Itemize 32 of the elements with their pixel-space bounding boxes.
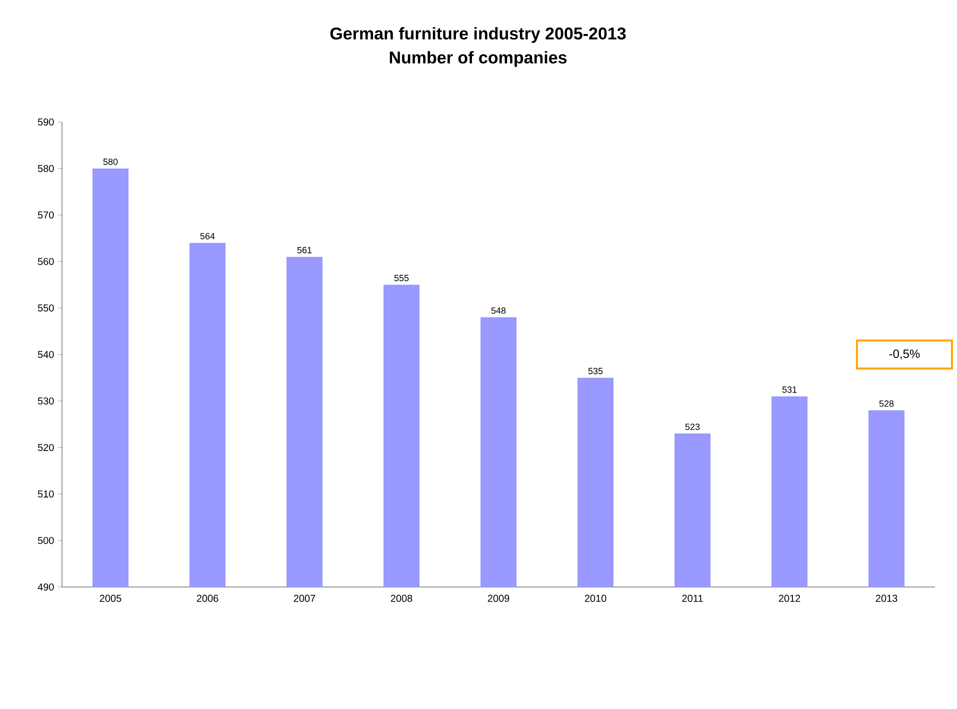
data-label: 523 xyxy=(685,424,700,430)
y-tick-label: 580 xyxy=(38,164,54,172)
data-label: 555 xyxy=(394,274,409,282)
data-label: 548 xyxy=(491,307,506,314)
x-tick-label: 2008 xyxy=(390,594,412,602)
y-tick-label: 510 xyxy=(38,490,54,498)
data-label: 564 xyxy=(200,232,215,240)
y-tick-label: 560 xyxy=(38,258,54,266)
y-tick-label: 540 xyxy=(38,350,54,358)
chart-subtitle: Number of companies xyxy=(390,51,567,67)
x-tick-label: 2013 xyxy=(876,594,898,602)
x-tick-label: 2009 xyxy=(488,594,510,602)
y-tick-label: 530 xyxy=(38,397,54,405)
x-tick-label: 2007 xyxy=(294,594,316,602)
data-label: 528 xyxy=(879,400,894,407)
x-tick-label: 2006 xyxy=(196,594,218,602)
y-tick-label: 590 xyxy=(38,118,54,126)
x-tick-label: 2011 xyxy=(682,594,703,602)
x-tick-label: 2010 xyxy=(584,594,606,602)
y-tick-label: 490 xyxy=(38,583,54,591)
data-label: 580 xyxy=(103,158,118,165)
data-label: 535 xyxy=(588,368,603,374)
y-tick-label: 550 xyxy=(38,304,54,312)
x-tick-label: 2005 xyxy=(100,594,122,602)
y-tick-label: 520 xyxy=(38,444,54,452)
x-tick-label: 2012 xyxy=(778,594,800,602)
y-tick-label: 570 xyxy=(38,211,54,219)
y-tick-label: 500 xyxy=(38,536,54,544)
data-label: 561 xyxy=(297,246,312,254)
annotation: -0,5% xyxy=(889,350,920,360)
chart-title: German furniture industry 2005-2013 xyxy=(330,27,626,43)
data-label: 531 xyxy=(782,386,797,393)
